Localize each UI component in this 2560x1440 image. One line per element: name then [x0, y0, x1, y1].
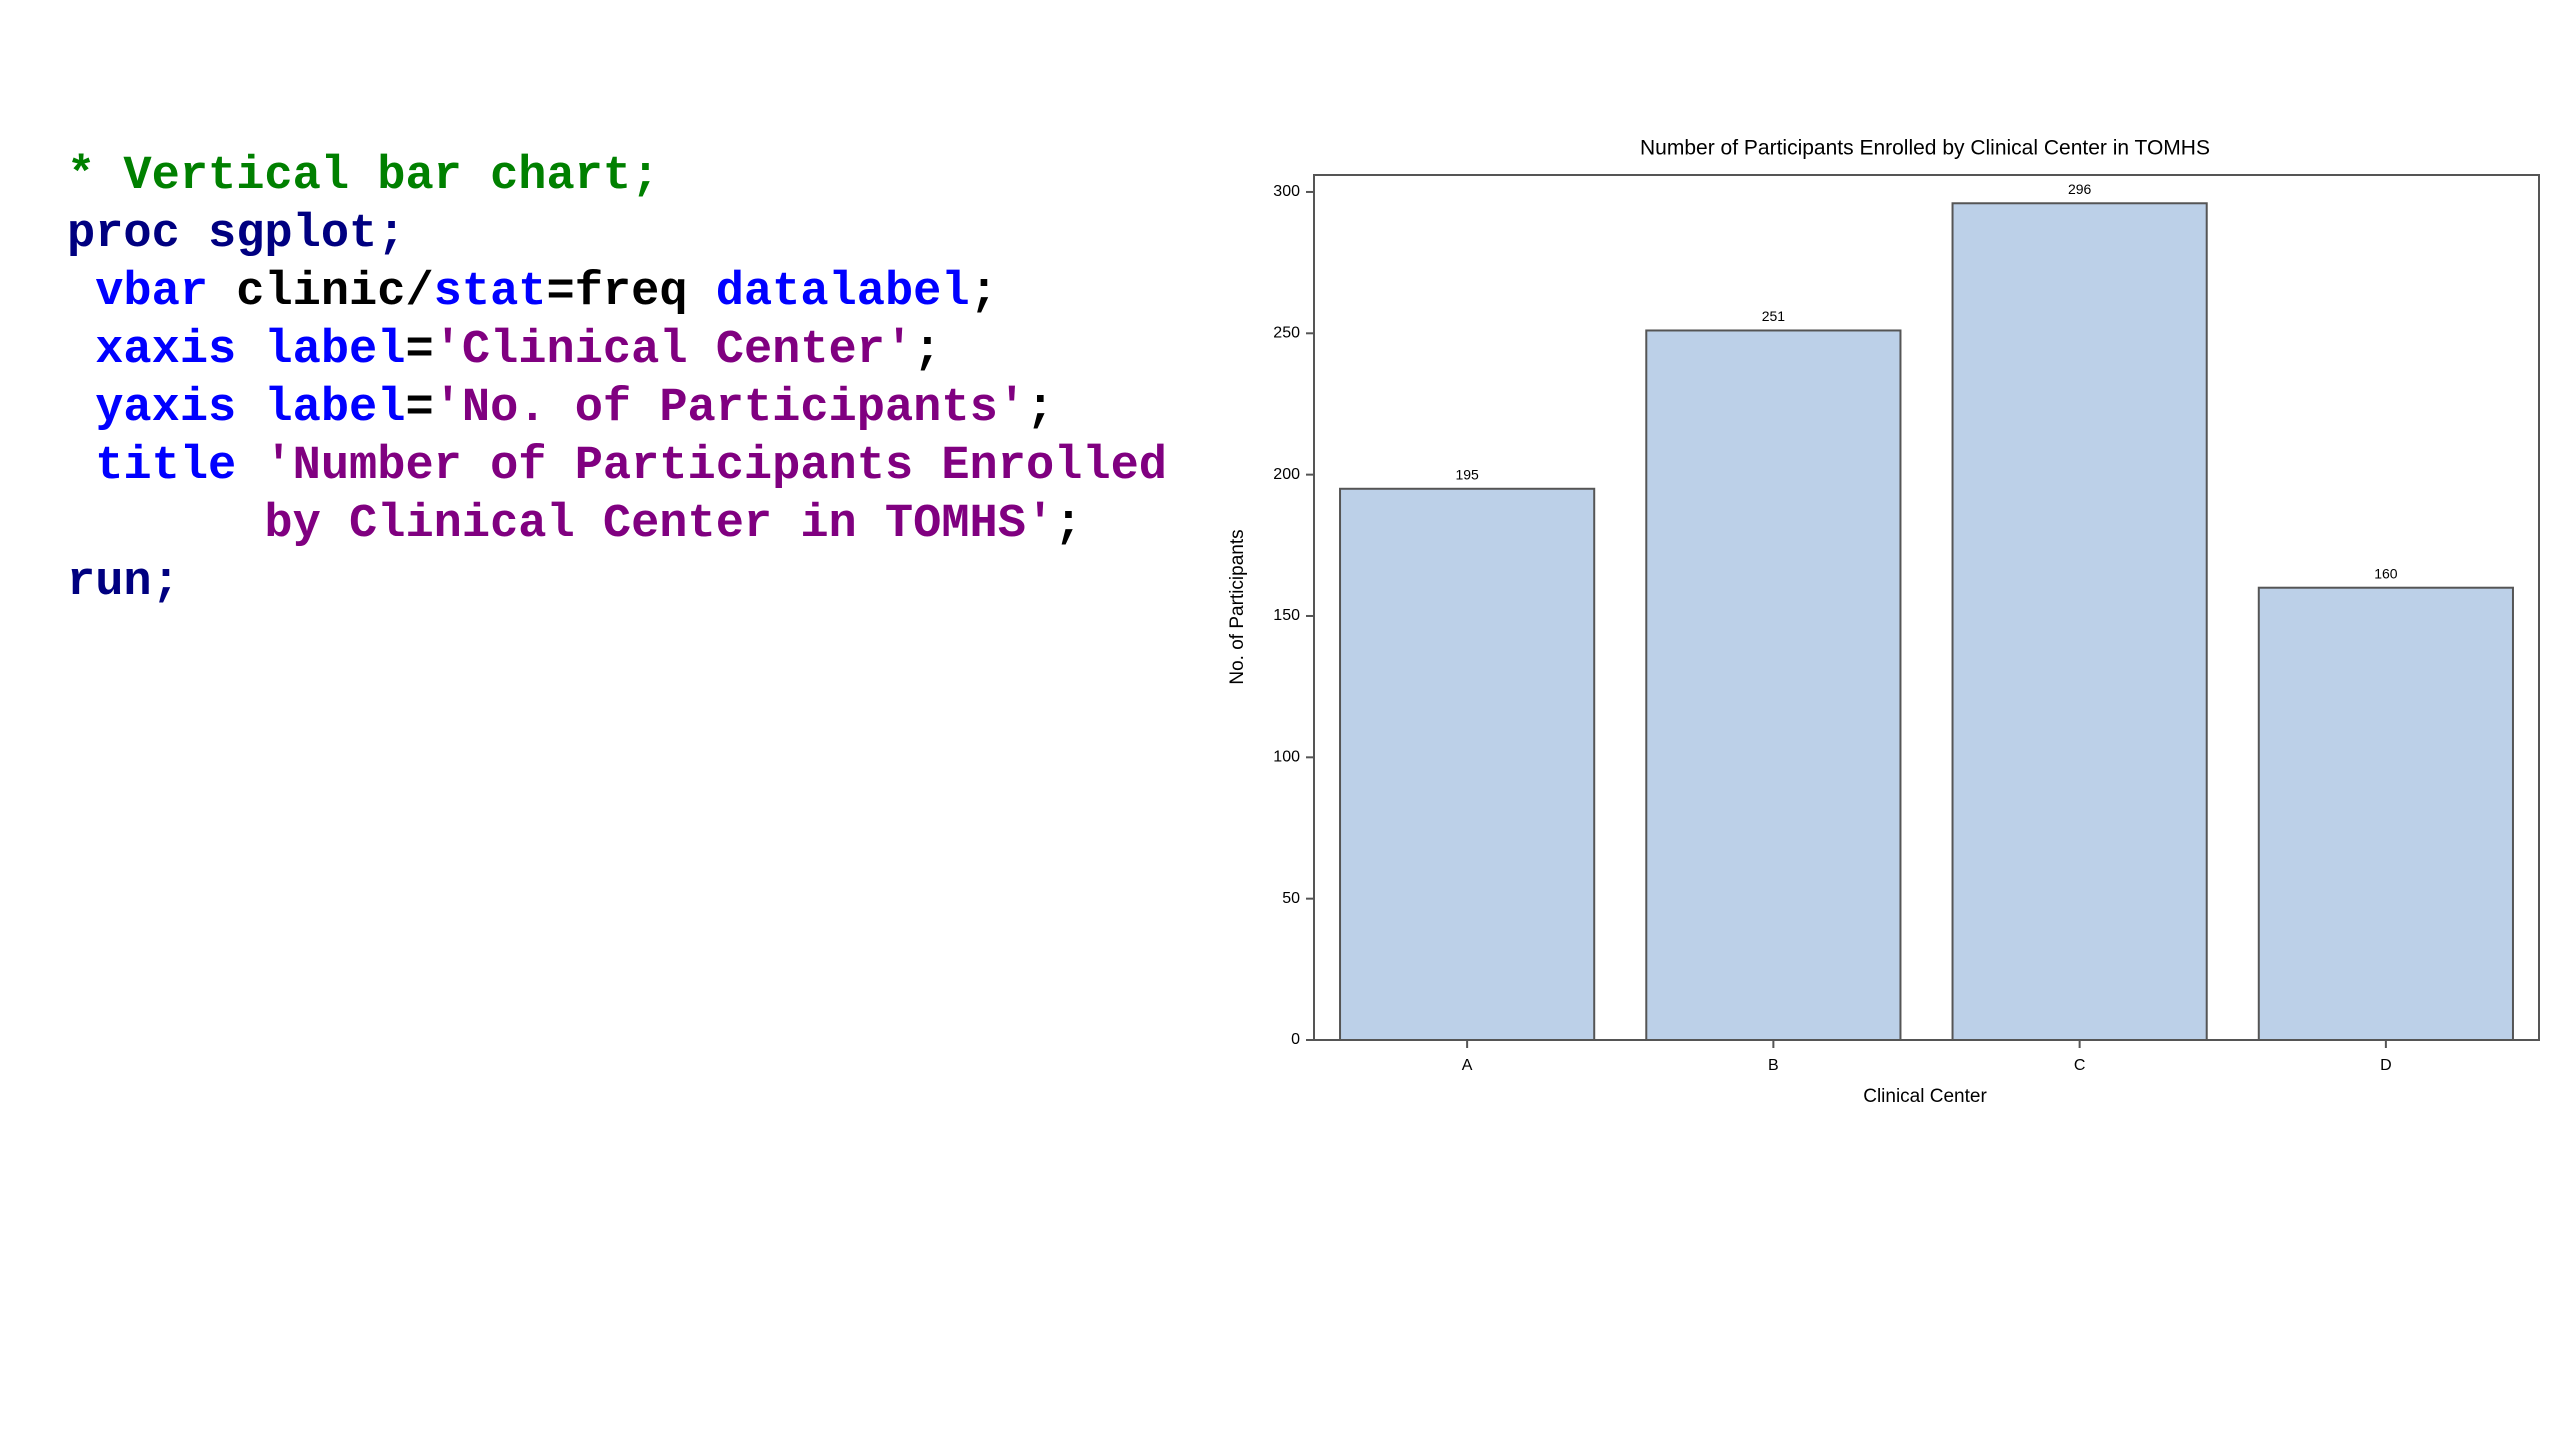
code-line: xaxis label='Clinical Center';: [67, 322, 1167, 380]
code-token: =: [405, 324, 434, 377]
code-line: yaxis label='No. of Participants';: [67, 380, 1167, 438]
plot-frame: [1313, 174, 2540, 1041]
code-line: by Clinical Center in TOMHS';: [67, 496, 1167, 554]
x-tick-label: C: [2074, 1057, 2086, 1074]
code-token: ;: [969, 266, 998, 319]
code-block: * Vertical bar chart; proc sgplot; vbar c…: [67, 148, 1167, 612]
code-token: run;: [67, 556, 180, 609]
code-line: * Vertical bar chart;: [67, 148, 1167, 206]
chart-title: Number of Participants Enrolled by Clini…: [1640, 137, 2210, 160]
code-token: 'Number of Participants Enrolled: [236, 440, 1167, 493]
code-token: xaxis label: [67, 324, 406, 377]
code-line: title 'Number of Participants Enrolled: [67, 438, 1167, 496]
data-label: 160: [2374, 565, 2398, 581]
data-label: 251: [1762, 308, 1786, 324]
code-token: yaxis label: [67, 382, 406, 435]
y-tick-label: 0: [1291, 1031, 1300, 1048]
y-tick-label: 250: [1273, 325, 1300, 342]
code-token: stat: [433, 266, 547, 319]
y-tick-label: 150: [1273, 607, 1300, 624]
bar: [2257, 586, 2514, 1041]
y-axis-label: No. of Participants: [1227, 529, 1248, 684]
y-tick-label: 200: [1273, 466, 1300, 483]
y-tick-label: 300: [1273, 183, 1300, 200]
code-line: run;: [67, 554, 1167, 612]
code-token: vbar: [67, 266, 209, 319]
code-token: =freq: [546, 266, 716, 319]
code-token: ;: [913, 324, 942, 377]
code-token: datalabel: [715, 266, 970, 319]
x-tick-label: B: [1768, 1057, 1779, 1074]
bar: [1339, 487, 1596, 1041]
code-token: proc sgplot;: [67, 208, 406, 261]
code-token: 'No. of Participants': [433, 382, 1026, 435]
code-line: proc sgplot;: [67, 206, 1167, 264]
code-token: ;: [1025, 382, 1055, 435]
code-token: ;: [1054, 498, 1083, 551]
x-tick-label: D: [2380, 1057, 2392, 1074]
code-token: * Vertical bar chart;: [67, 150, 660, 203]
code-line: vbar clinic/stat=freq datalabel;: [67, 264, 1167, 322]
y-tick-label: 50: [1282, 890, 1300, 907]
data-label: 296: [2068, 181, 2092, 197]
code-token: 'Clinical Center': [433, 324, 914, 377]
data-label: 195: [1455, 466, 1479, 482]
bar: [1645, 329, 1902, 1041]
bar: [1951, 202, 2208, 1042]
x-axis-label: Clinical Center: [1863, 1086, 1987, 1107]
code-token: =: [405, 382, 434, 435]
y-tick-label: 100: [1273, 749, 1300, 766]
code-token: title: [67, 440, 237, 493]
code-token: by Clinical Center in TOMHS': [67, 498, 1055, 551]
code-token: clinic/: [208, 266, 434, 319]
x-tick-label: A: [1462, 1057, 1473, 1074]
